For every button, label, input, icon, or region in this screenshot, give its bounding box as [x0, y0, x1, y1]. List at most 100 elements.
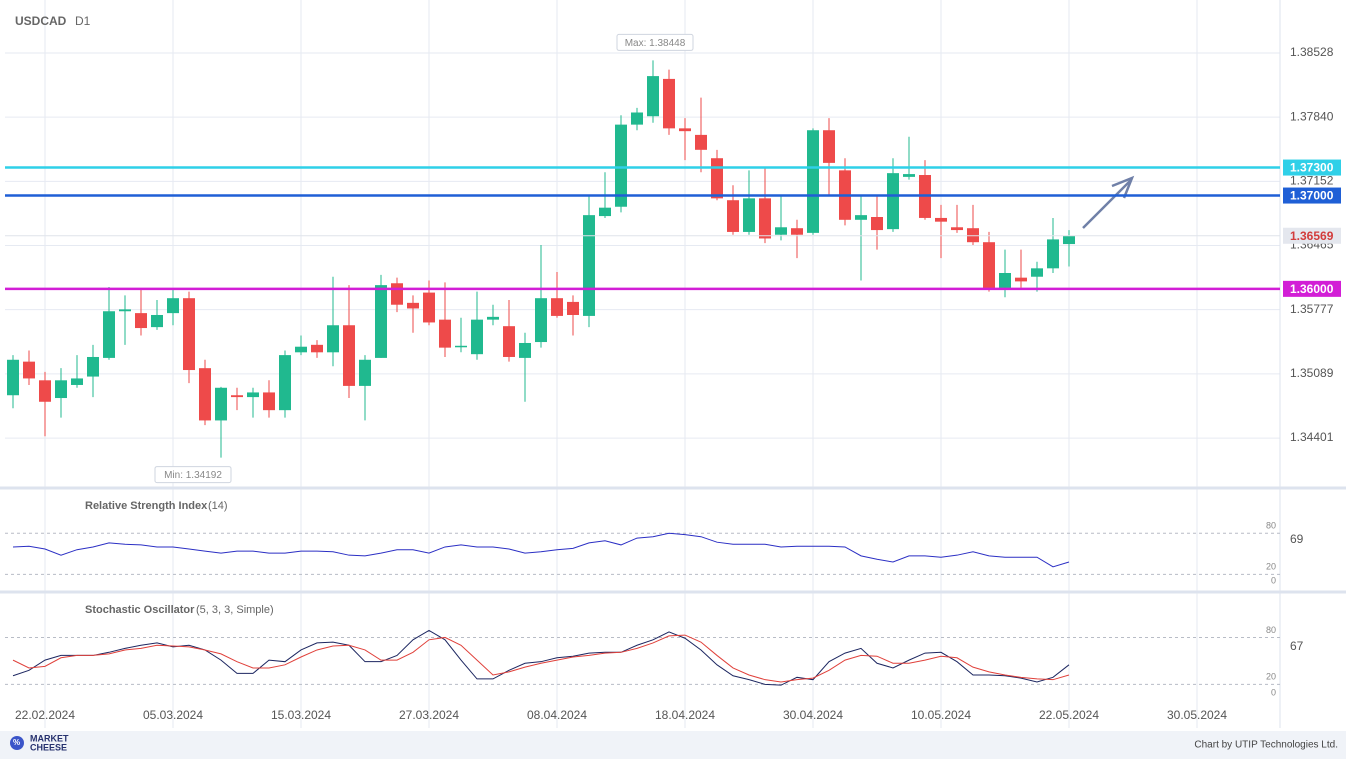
x-tick-label: 08.04.2024 — [527, 708, 587, 722]
candle-body — [535, 298, 547, 343]
candle-body — [871, 217, 883, 231]
candle-body — [375, 285, 387, 358]
y-tick-label: 1.37152 — [1290, 174, 1334, 188]
candle-body — [663, 78, 675, 129]
annotation-box — [154, 466, 232, 484]
candle-body — [807, 130, 819, 233]
level-label: 1.37000 — [1290, 189, 1334, 203]
candle-body — [151, 314, 163, 328]
annotation-box — [616, 33, 694, 51]
candle-body — [775, 227, 787, 235]
annotation-label: Max: 1.38448 — [625, 38, 686, 49]
logo-icon-mark: % — [13, 738, 20, 747]
candle-body — [439, 319, 451, 348]
y-tick-label: 1.34401 — [1290, 430, 1334, 444]
candle-body — [231, 395, 243, 398]
indicator-line — [12, 629, 1070, 686]
x-tick-label: 18.04.2024 — [655, 708, 715, 722]
candle-body — [1063, 235, 1075, 245]
candle-body — [87, 356, 99, 377]
y-tick-label: 1.35777 — [1290, 302, 1334, 316]
candle-body — [519, 342, 531, 358]
indicator-value: 67 — [1290, 639, 1304, 653]
y-tick-label: 80 — [1266, 521, 1276, 531]
x-tick-label: 22.02.2024 — [15, 708, 75, 722]
x-tick-label: 22.05.2024 — [1039, 708, 1099, 722]
candle-body — [567, 301, 579, 315]
candle-body — [791, 228, 803, 235]
indicator-line — [12, 634, 1070, 683]
y-tick-label: 0 — [1271, 575, 1276, 585]
y-tick-label: 1.38528 — [1290, 45, 1334, 59]
trend-arrow-head — [1111, 175, 1135, 199]
x-tick-label: 15.03.2024 — [271, 708, 331, 722]
level-label-box — [1283, 159, 1341, 176]
candle-body — [295, 346, 307, 353]
candle-body — [967, 228, 979, 243]
level-label: 1.36000 — [1290, 282, 1334, 296]
candle-body — [247, 392, 259, 398]
symbol: USDCAD — [15, 14, 67, 28]
y-tick-label: 20 — [1266, 562, 1276, 572]
candle-body — [983, 242, 995, 288]
indicator-params: (14) — [208, 500, 228, 512]
candle-body — [679, 128, 691, 132]
level-label-box — [1283, 187, 1341, 204]
candle-body — [71, 378, 83, 385]
y-tick-label: 1.37840 — [1290, 109, 1334, 123]
x-tick-label: 05.03.2024 — [143, 708, 203, 722]
last-price-box — [1283, 227, 1341, 244]
candle-body — [935, 217, 947, 222]
indicator-title: Relative Strength Index — [85, 500, 208, 512]
candle-body — [503, 326, 515, 357]
candle-body — [855, 215, 867, 220]
trend-arrow — [1082, 179, 1132, 229]
candle-body — [951, 227, 963, 231]
candle-body — [55, 380, 67, 399]
x-tick-label: 27.03.2024 — [399, 708, 459, 722]
candle-body — [711, 158, 723, 199]
candle-body — [359, 359, 371, 386]
x-tick-label: 10.05.2024 — [911, 708, 971, 722]
candle-body — [311, 344, 323, 353]
candle-body — [167, 298, 179, 314]
candle-body — [183, 298, 195, 371]
candle-body — [695, 134, 707, 150]
candle-body — [423, 292, 435, 323]
candle-body — [759, 198, 771, 239]
candle-body — [487, 316, 499, 320]
candle-body — [135, 313, 147, 329]
candle-body — [727, 200, 739, 232]
credit: Chart by UTIP Technologies Ltd. — [1194, 740, 1338, 751]
logo-icon — [10, 736, 24, 750]
candle-body — [1047, 239, 1059, 269]
candle-body — [471, 319, 483, 355]
logo-text: MARKET — [30, 733, 69, 743]
y-tick-label: 1.35089 — [1290, 366, 1334, 380]
candle-body — [823, 130, 835, 163]
candle-body — [647, 76, 659, 117]
x-tick-label: 30.05.2024 — [1167, 708, 1227, 722]
timeframe: D1 — [75, 14, 91, 28]
candle-body — [119, 309, 131, 312]
footer-bar — [0, 731, 1346, 759]
logo-text: CHEESE — [30, 742, 67, 752]
candle-body — [343, 325, 355, 386]
candle-body — [7, 359, 19, 396]
candle-body — [583, 215, 595, 316]
indicator-title: Stochastic Oscillator — [85, 604, 195, 616]
candle-body — [599, 207, 611, 217]
last-price-label: 1.36569 — [1290, 229, 1334, 243]
candle-body — [327, 325, 339, 353]
candle-body — [999, 272, 1011, 288]
x-tick-label: 30.04.2024 — [783, 708, 843, 722]
indicator-line — [12, 532, 1070, 568]
candle-body — [631, 112, 643, 125]
candle-body — [1015, 277, 1027, 282]
candle-body — [887, 173, 899, 230]
y-tick-label: 0 — [1271, 687, 1276, 697]
level-label-box — [1283, 280, 1341, 297]
candle-body — [407, 302, 419, 309]
candle-body — [551, 298, 563, 316]
